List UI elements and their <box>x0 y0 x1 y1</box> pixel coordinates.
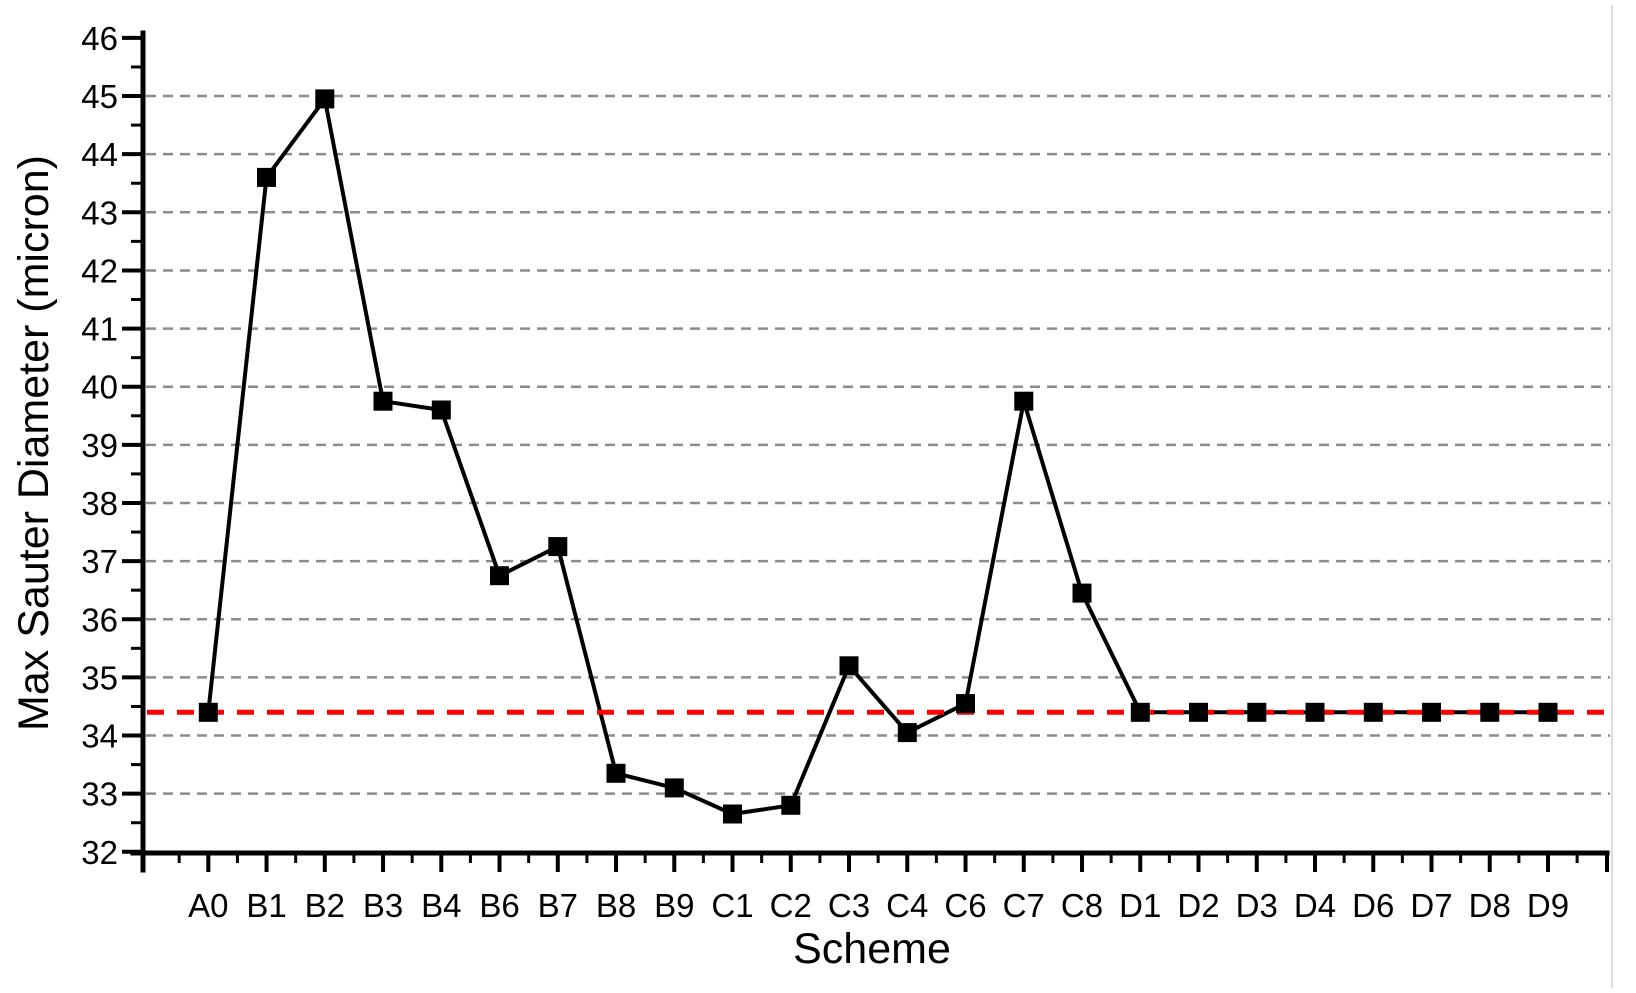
y-tick-label: 35 <box>81 659 118 696</box>
data-point-marker <box>1305 702 1325 722</box>
data-point-marker <box>897 723 917 743</box>
ticks-group <box>122 35 1609 872</box>
y-tick-label: 37 <box>81 543 118 580</box>
data-point-marker <box>723 804 742 824</box>
x-tick-label: C2 <box>770 887 812 924</box>
tick-labels-group: 32 33 34 35 36 37 38 39 40 41 42 43 44 45 46 A0 B1 B2 B3 B4… <box>81 20 1569 924</box>
x-tick-label: B1 <box>246 887 286 924</box>
y-tick-label: 46 <box>81 20 118 57</box>
y-tick-label: 41 <box>81 311 118 348</box>
data-point-marker <box>1072 583 1092 603</box>
x-tick-label: C7 <box>1003 887 1045 924</box>
data-point-marker <box>839 656 859 676</box>
x-axis-title: Scheme <box>793 925 951 973</box>
x-tick-label: B4 <box>421 887 461 924</box>
x-tick-label: B7 <box>538 887 578 924</box>
x-tick-label: B3 <box>363 887 403 924</box>
data-point-marker <box>1014 391 1034 411</box>
data-point-marker <box>548 537 568 557</box>
series-group <box>147 89 1610 824</box>
x-tick-label: B8 <box>596 887 636 924</box>
y-tick-label: 39 <box>81 427 118 464</box>
data-point-marker <box>431 400 451 420</box>
data-point-marker <box>606 763 626 783</box>
x-tick-label: C6 <box>944 887 986 924</box>
x-tick-label: D3 <box>1236 887 1278 924</box>
data-point-marker <box>1189 702 1208 722</box>
x-tick-label: D4 <box>1294 887 1336 924</box>
x-tick-label: D2 <box>1177 887 1219 924</box>
x-tick-label: A0 <box>188 887 228 924</box>
y-tick-label: 42 <box>81 252 118 289</box>
gridlines-group <box>146 94 1610 795</box>
data-point-marker <box>781 795 801 815</box>
data-point-marker <box>1130 702 1150 722</box>
y-tick-label: 32 <box>81 834 118 871</box>
y-tick-label: 34 <box>81 718 118 755</box>
y-axis-title: Max Sauter Diameter (micron) <box>10 155 58 731</box>
data-point-marker <box>1247 702 1267 722</box>
x-tick-label: D1 <box>1119 887 1161 924</box>
data-point-marker <box>664 778 684 798</box>
data-point-marker <box>1538 702 1558 722</box>
x-tick-label: D6 <box>1352 887 1394 924</box>
axes-group <box>130 5 1613 988</box>
data-point-marker <box>956 694 975 714</box>
y-tick-label: 45 <box>81 78 118 115</box>
series-line <box>206 96 1550 816</box>
data-point-marker <box>198 702 218 722</box>
data-point-marker <box>315 89 335 109</box>
data-point-marker <box>1480 702 1500 722</box>
data-point-marker <box>257 167 276 187</box>
y-tick-label: 36 <box>81 601 118 638</box>
x-tick-label: D9 <box>1527 887 1569 924</box>
y-tick-label: 44 <box>81 136 118 173</box>
x-tick-label: B9 <box>654 887 694 924</box>
x-tick-label: C3 <box>828 887 870 924</box>
y-tick-label: 33 <box>81 776 118 813</box>
x-tick-label: D8 <box>1469 887 1511 924</box>
y-tick-label: 40 <box>81 369 118 406</box>
x-tick-label: B6 <box>479 887 519 924</box>
x-tick-label: C8 <box>1061 887 1103 924</box>
x-tick-label: C1 <box>711 887 753 924</box>
data-point-marker <box>1422 702 1441 722</box>
x-tick-label: C4 <box>886 887 928 924</box>
data-point-marker <box>373 391 393 411</box>
data-point-marker <box>490 566 509 586</box>
y-tick-label: 38 <box>81 485 118 522</box>
x-tick-label: D7 <box>1410 887 1452 924</box>
x-tick-label: B2 <box>305 887 345 924</box>
y-tick-label: 43 <box>81 194 118 231</box>
data-point-marker <box>1363 702 1383 722</box>
